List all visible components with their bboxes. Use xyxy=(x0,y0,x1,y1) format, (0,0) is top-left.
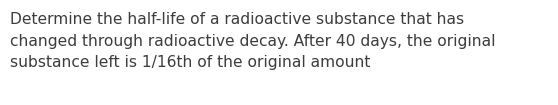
Text: Determine the half-life of a radioactive substance that has
changed through radi: Determine the half-life of a radioactive… xyxy=(10,12,496,70)
